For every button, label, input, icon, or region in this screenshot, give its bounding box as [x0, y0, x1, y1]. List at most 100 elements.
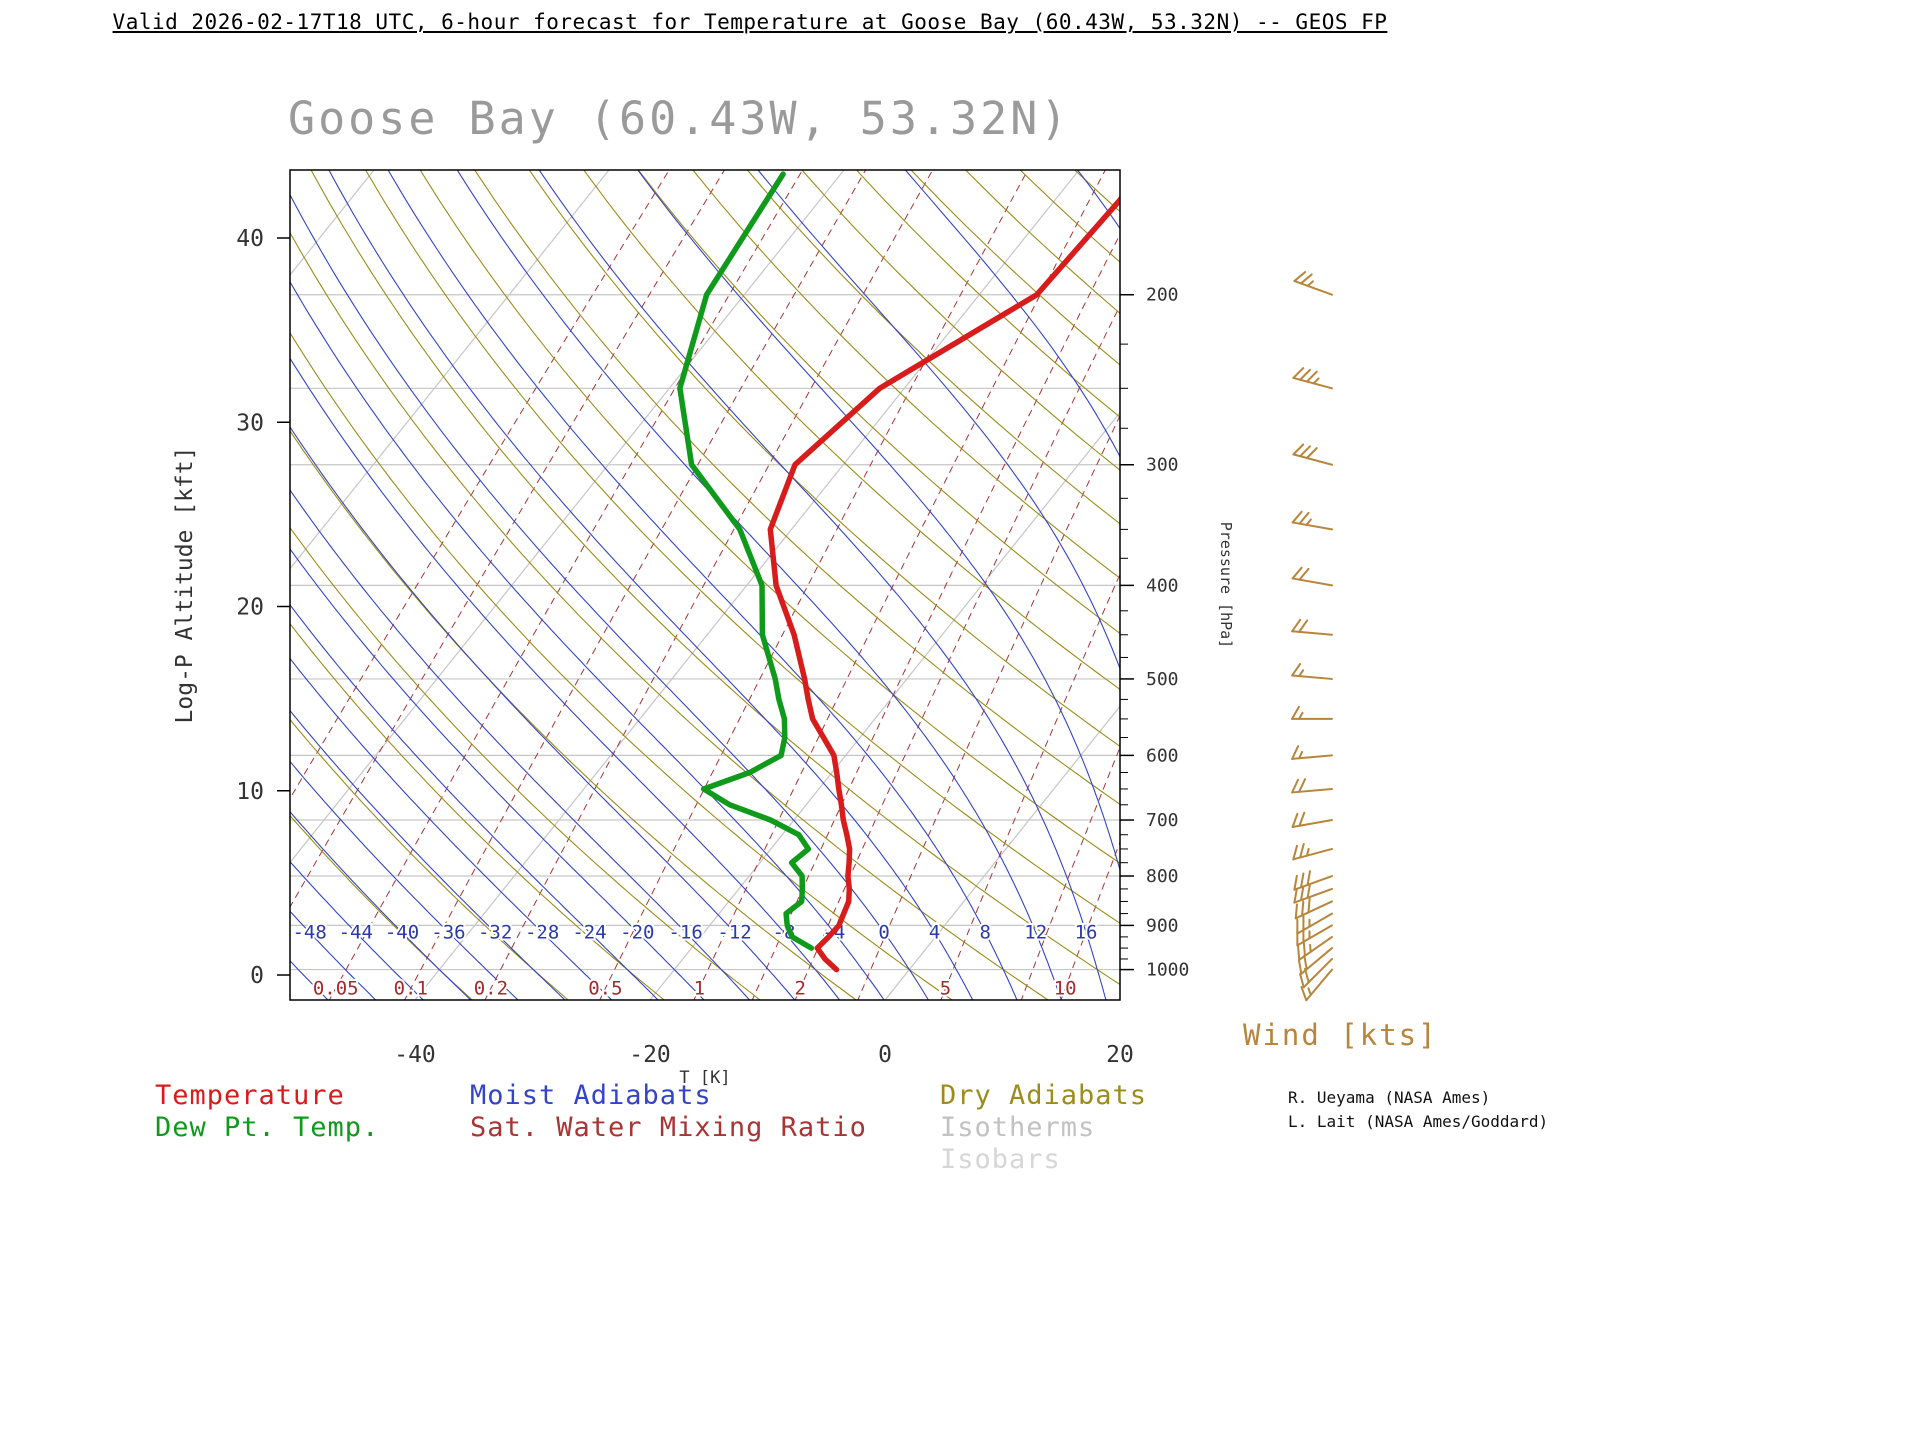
mixing-ratio-line — [751, 233, 1120, 1000]
legend-dry-adiabats: Dry Adiabats — [940, 1080, 1148, 1111]
dry-adiabat-line — [583, 170, 1120, 691]
dry-adiabat-line — [290, 526, 762, 1000]
moist-adiabat-label: -32 — [478, 921, 512, 943]
mixing-ratio-lines — [290, 145, 1515, 1002]
profiles — [677, 171, 1120, 973]
dry-adiabat-line — [855, 170, 1120, 418]
mixing-ratio-label: 0.05 — [313, 977, 359, 999]
moist-adiabat-label: -20 — [620, 921, 654, 943]
moist-adiabat-label: 4 — [929, 921, 940, 943]
mixing-ratio-line — [1189, 145, 1515, 1002]
wind-barb — [1291, 811, 1333, 828]
moist-adiabat-line — [290, 709, 566, 1000]
pressure-tick-label: 900 — [1146, 915, 1179, 936]
moist-adiabat-label: 0 — [878, 921, 889, 943]
wind-barb — [1297, 947, 1333, 975]
temp-tick-label: -40 — [394, 1042, 436, 1068]
moist-adiabat-line — [538, 170, 1107, 1000]
wind-barb — [1292, 367, 1333, 390]
pressure-tick-label: 1000 — [1146, 960, 1189, 981]
moist-adiabat-label: -24 — [572, 921, 606, 943]
mixing-ratio-line — [484, 170, 934, 1000]
wind-barb — [1291, 745, 1333, 760]
mixing-ratio-label: 5 — [940, 977, 951, 999]
wind-barb — [1291, 618, 1333, 636]
legend-temperature: Temperature — [155, 1080, 345, 1111]
pressure-tick-label: 500 — [1146, 669, 1179, 690]
dewpoint-curve — [677, 171, 815, 951]
wind-barbs — [1291, 271, 1333, 1002]
dry-adiabat-line — [419, 170, 1120, 864]
dry-adiabat-line — [290, 429, 858, 1000]
temp-tick-label: -20 — [629, 1042, 671, 1068]
mixing-ratio-label: 0.5 — [588, 977, 622, 999]
pressure-tick-label: 800 — [1146, 866, 1179, 887]
kft-tick-label: 10 — [236, 779, 264, 805]
credit-line-1: R. Ueyama (NASA Ames) — [1288, 1088, 1491, 1107]
wind-barb — [1296, 912, 1333, 935]
moist-adiabat-line — [290, 193, 930, 1000]
mixing-ratio-line — [404, 170, 867, 1000]
wind-barb — [1292, 443, 1333, 466]
dry-adiabat-line — [801, 170, 1120, 471]
dry-adiabat-line — [1073, 170, 1120, 213]
temperature-axis-title: T [K] — [679, 1068, 731, 1088]
moist-adiabat-line — [904, 170, 1120, 458]
moist-adiabat-line — [290, 357, 841, 1000]
dry-adiabat-line — [637, 170, 1120, 635]
moist-adiabat-line — [290, 603, 659, 1000]
dry-adiabat-line — [1019, 170, 1120, 263]
chart-title: Goose Bay (60.43W, 53.32N) — [288, 92, 1071, 145]
moist-adiabat-line — [290, 548, 705, 1000]
moist-adiabat-label: -36 — [431, 921, 465, 943]
credit-line-2: L. Lait (NASA Ames/Goddard) — [1288, 1112, 1549, 1131]
temperature-curve — [767, 195, 1120, 973]
moist-adiabat-label: -12 — [717, 921, 751, 943]
legend-isotherms: Isotherms — [940, 1112, 1096, 1143]
kft-tick-label: 20 — [236, 595, 264, 621]
pressure-tick-label: 700 — [1146, 810, 1179, 831]
mixing-ratio-line — [290, 170, 726, 909]
mixing-ratio-line — [328, 170, 804, 1000]
dry-adiabat-line — [290, 814, 474, 1000]
wind-barb — [1291, 705, 1333, 720]
wind-barb — [1291, 778, 1333, 794]
mixing-ratio-label: 1 — [694, 977, 705, 999]
dry-adiabat-line — [528, 170, 1120, 748]
pressure-tick-label: 400 — [1146, 575, 1179, 596]
moist-adiabat-label: -28 — [525, 921, 559, 943]
legend-dewpoint: Dew Pt. Temp. — [155, 1112, 380, 1143]
moist-adiabat-line — [757, 170, 1120, 671]
mixing-ratio-line — [857, 414, 1120, 1000]
dry-adiabat-line — [290, 622, 666, 1000]
legend-mixing-ratio: Sat. Water Mixing Ratio — [470, 1112, 867, 1143]
legend-isobars: Isobars — [940, 1144, 1061, 1175]
moist-adiabat-label: 16 — [1075, 921, 1098, 943]
dry-adiabat-line — [310, 170, 1120, 986]
moist-adiabat-line — [290, 657, 613, 1000]
moist-adiabat-label: 8 — [979, 921, 990, 943]
pressure-tick-label: 300 — [1146, 455, 1179, 476]
moist-adiabat-line — [1378, 145, 1401, 1002]
mixing-ratio-line — [599, 170, 1029, 1000]
wind-barb — [1293, 883, 1333, 904]
wind-barb — [1291, 510, 1333, 531]
pressure-axis-title: Pressure [hPa] — [1217, 521, 1235, 649]
wind-barb — [1294, 897, 1333, 920]
altitude-axis-title: Log-P Altitude [kft] — [172, 446, 198, 724]
moist-adiabat-line — [290, 489, 751, 1000]
dry-adiabat-line — [365, 170, 1120, 924]
moist-adiabat-line — [290, 810, 472, 1000]
dry-adiabat-line — [692, 170, 1120, 579]
mixing-ratio-label: 0.2 — [474, 977, 508, 999]
moist-adiabat-label: 12 — [1024, 921, 1047, 943]
moist-adiabat-label: -48 — [292, 921, 326, 943]
temp-tick-label: 0 — [878, 1042, 892, 1068]
moist-adiabat-line — [328, 170, 974, 1000]
wind-barb — [1293, 271, 1333, 296]
moist-adiabat-label: -44 — [339, 921, 373, 943]
kft-tick-label: 0 — [250, 963, 264, 989]
moist-adiabat-line — [290, 910, 377, 1000]
isotherm-line — [290, 170, 610, 570]
